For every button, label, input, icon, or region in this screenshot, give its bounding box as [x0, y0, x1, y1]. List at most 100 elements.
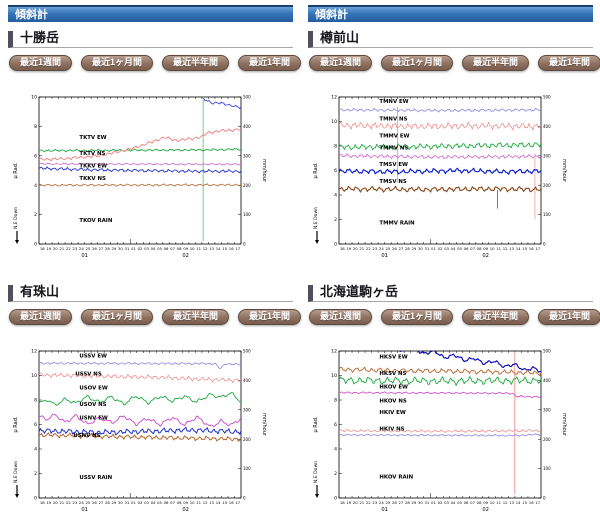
series-label: TKOV RAIN [79, 218, 112, 224]
y2-tick-label: 500 [243, 95, 251, 100]
x-tick-label: 06 [464, 246, 469, 251]
y-tick-label: 6 [334, 422, 337, 428]
x-tick-label: 01 [431, 246, 436, 251]
month-label: 02 [182, 253, 189, 259]
tiltmeter-header-bar: 傾斜計 [8, 5, 293, 22]
y2-tick-label: 200 [543, 183, 551, 188]
tilt-chart: 18 19 20 21 22 23 24 25 26 27 28 29 30 31 01 02 03 04 05 06… [9, 343, 293, 515]
x-tick-label: 28 [405, 500, 410, 505]
y-tick-label: 2 [334, 217, 337, 223]
range-button[interactable]: 最近半年間 [162, 309, 230, 325]
x-tick-label: 24 [379, 500, 384, 505]
range-button[interactable]: 最近半年間 [462, 55, 530, 71]
x-tick-label: 02 [438, 500, 443, 505]
series-line [398, 351, 541, 373]
x-tick-label: 20 [353, 246, 358, 251]
month-label: 02 [482, 507, 489, 513]
x-tick-label: 14 [516, 246, 521, 251]
series-label: HKOV NS [379, 398, 406, 404]
x-tick-label: 02 [138, 500, 143, 505]
x-tick-label: 02 [438, 246, 443, 251]
y-tick-label: 4 [334, 193, 337, 199]
series-label: HKIV EW [379, 410, 405, 416]
x-tick-label: 14 [216, 246, 221, 251]
series-label: USSV EW [79, 354, 107, 360]
range-button[interactable]: 最近半年間 [162, 55, 230, 71]
series-line [39, 392, 241, 406]
range-button[interactable]: 最近1週間 [9, 55, 73, 71]
series-line [339, 391, 541, 399]
y-tick-label: 2 [334, 471, 337, 477]
y2-tick-label: 300 [243, 407, 251, 412]
range-buttons: 最近1週間 最近1ヶ月間 最近半年間 最近1年間 [309, 309, 600, 325]
y2-tick-label: 400 [243, 378, 251, 383]
x-tick-label: 09 [183, 246, 188, 251]
x-tick-label: 18 [40, 500, 45, 505]
down-arrow-head-icon [315, 494, 319, 498]
x-tick-label: 30 [418, 246, 423, 251]
range-button[interactable]: 最近1年間 [538, 309, 600, 325]
series-label: TMNV EW [379, 99, 408, 105]
range-button[interactable]: 最近1ヶ月間 [381, 55, 454, 71]
volcano-title: 樽前山 [308, 31, 593, 48]
x-tick-label: 22 [366, 500, 371, 505]
range-button[interactable]: 最近1ヶ月間 [81, 55, 154, 71]
x-tick-label: 03 [444, 500, 449, 505]
range-buttons: 最近1週間 最近1ヶ月間 最近半年間 最近1年間 [9, 55, 302, 71]
series-label: USOV NS [79, 402, 106, 408]
volcano-section: 有珠山 最近1週間 最近1ヶ月間 最近半年間 最近1年間 18 19 20 21 22 2… [8, 285, 302, 515]
x-tick-label: 11 [196, 246, 201, 251]
volcano-title: 有珠山 [8, 285, 293, 302]
series-label: TKKV EW [79, 164, 107, 170]
range-button[interactable]: 最近1年間 [538, 55, 600, 71]
series-label: TKTV EW [79, 135, 106, 141]
x-tick-label: 05 [157, 246, 162, 251]
x-tick-label: 18 [340, 246, 345, 251]
columns: 傾斜計 十勝岳 最近1週間 最近1ヶ月間 最近半年間 最近1年間 18 19 20 2… [8, 5, 600, 515]
range-button[interactable]: 最近1週間 [309, 309, 373, 325]
x-tick-label: 06 [464, 500, 469, 505]
volcano-title: 十勝岳 [8, 31, 293, 48]
y-tick-label: 12 [31, 349, 37, 355]
y-axis-direction-label: N,E Down [13, 207, 19, 229]
series-line [339, 185, 541, 193]
series-line [39, 372, 241, 384]
range-button[interactable]: 最近1ヶ月間 [81, 309, 154, 325]
x-tick-label: 03 [144, 500, 149, 505]
x-tick-label: 20 [53, 246, 58, 251]
x-tick-label: 23 [372, 246, 377, 251]
x-tick-label: 25 [385, 246, 390, 251]
series-label: HKIV NS [379, 427, 404, 433]
tilt-chart-svg: 18 19 20 21 22 23 24 25 26 27 28 29 30 31 01 02 03 04 05 06… [13, 95, 267, 259]
x-tick-label: 12 [503, 246, 508, 251]
x-tick-label: 27 [98, 500, 103, 505]
range-button[interactable]: 最近1週間 [309, 55, 373, 71]
range-button[interactable]: 最近半年間 [462, 309, 530, 325]
series-label: TMMV EW [379, 133, 409, 139]
tiltmeter-page: 傾斜計 十勝岳 最近1週間 最近1ヶ月間 最近半年間 最近1年間 18 19 20 2… [8, 5, 600, 515]
series-label: USOV EW [79, 386, 107, 392]
x-tick-label: 13 [509, 246, 514, 251]
y-tick-label: 6 [34, 153, 37, 159]
tiltmeter-header-label: 傾斜計 [15, 9, 48, 21]
x-tick-label: 09 [183, 500, 188, 505]
range-button[interactable]: 最近1ヶ月間 [381, 309, 454, 325]
x-tick-label: 08 [477, 500, 482, 505]
range-button[interactable]: 最近1年間 [238, 309, 302, 325]
series-line [339, 433, 541, 437]
x-tick-label: 07 [170, 500, 175, 505]
series-label: TKTV NS [79, 151, 105, 157]
y-tick-label: 0 [34, 242, 37, 248]
x-tick-label: 07 [170, 246, 175, 251]
x-tick-label: 17 [235, 246, 240, 251]
range-button[interactable]: 最近1週間 [9, 309, 73, 325]
x-tick-label: 28 [105, 500, 110, 505]
x-tick-label: 10 [490, 246, 495, 251]
y-axis-direction-label: N,E Down [13, 461, 19, 483]
range-buttons: 最近1週間 最近1ヶ月間 最近半年間 最近1年間 [309, 55, 600, 71]
range-button[interactable]: 最近1年間 [238, 55, 302, 71]
y-tick-label: 8 [34, 124, 37, 130]
x-tick-label: 21 [59, 246, 64, 251]
x-tick-label: 03 [144, 246, 149, 251]
tilt-chart: 18 19 20 21 22 23 24 25 26 27 28 29 30 31 01 02 03 04 05 06… [9, 89, 293, 261]
